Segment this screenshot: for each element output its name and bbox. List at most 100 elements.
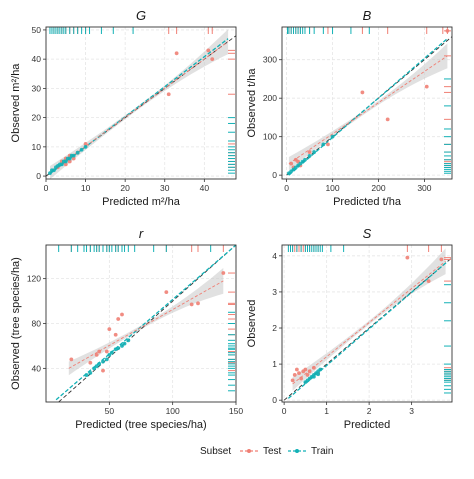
x-tick-label: 30 [160, 183, 170, 193]
train-point [109, 350, 114, 355]
gridlines [282, 27, 452, 179]
rugs [287, 245, 451, 394]
test-point [311, 365, 316, 370]
train-fit-line [288, 38, 448, 176]
test-point [94, 353, 99, 357]
test-point [83, 142, 88, 146]
train-point [92, 366, 97, 371]
test-point [101, 368, 105, 373]
panel-S: 0 1 2 3 0 1 2 3 4 S Predicted Observed [246, 226, 453, 431]
test-point [63, 162, 68, 167]
train-point [71, 153, 76, 158]
y-axis-label: Observed m²/ha [10, 63, 22, 143]
y-tick-label: 0 [36, 171, 41, 181]
plot-area [286, 28, 452, 176]
test-point [206, 48, 211, 53]
train-point [75, 150, 80, 155]
test-point [71, 156, 76, 161]
train-point [48, 171, 52, 176]
plot-area [46, 29, 236, 179]
panel-title: G [136, 8, 146, 23]
panel-frame [281, 244, 453, 403]
train-point [67, 156, 72, 161]
test-point [405, 255, 410, 260]
x-tick-label: 50 [105, 406, 115, 416]
identity-line [286, 36, 452, 176]
train-point [120, 344, 124, 348]
test-point [210, 57, 215, 62]
test-point [104, 349, 109, 354]
test-fit-line [49, 41, 229, 173]
test-point [439, 257, 444, 262]
train-point [79, 147, 84, 152]
legend-title: Subset [200, 446, 231, 457]
test-point [166, 92, 171, 97]
y-tick-label: 30 [32, 83, 42, 93]
y-axis-label: Observed t/ha [246, 68, 258, 138]
confidence-ribbon [50, 29, 229, 179]
legend-key-test-dot [247, 449, 251, 453]
train-point [84, 373, 89, 377]
panel-frame [45, 26, 237, 180]
train-point [316, 372, 321, 377]
confidence-ribbon [292, 248, 446, 391]
train-fit-line [55, 245, 236, 401]
panel-frame [281, 26, 453, 180]
test-point [424, 84, 429, 89]
panel-B: 0 100 200 300 0 100 200 300 B Predicted t/ha Obser… [246, 8, 453, 208]
panel-title: B [363, 8, 372, 23]
y-tick-label: 20 [32, 113, 42, 123]
y-axis-label: Observed [246, 300, 258, 348]
panel-G: 0 10 20 30 40 0 10 20 30 40 50 G Predicted m²/ha Obse… [10, 8, 237, 208]
x-tick-label: 200 [371, 183, 385, 193]
train-point [307, 154, 312, 158]
train-point [312, 150, 317, 154]
train-point [107, 353, 112, 357]
x-tick-label: 100 [166, 406, 180, 416]
rugs [287, 27, 451, 174]
test-point [88, 360, 93, 365]
test-fit-line [288, 55, 448, 164]
legend-label-test: Test [263, 446, 282, 457]
confidence-ribbon [288, 43, 448, 171]
test-point [326, 142, 330, 147]
x-tick-label: 20 [120, 183, 130, 193]
test-point [294, 367, 299, 372]
train-point [122, 341, 127, 346]
train-fit-line [287, 260, 449, 399]
train-point [83, 144, 88, 149]
test-point [307, 369, 312, 374]
test-fit-line [292, 260, 446, 385]
test-point [297, 371, 301, 376]
x-axis-label: Predicted t/ha [333, 196, 402, 208]
test-point [69, 357, 74, 362]
x-tick-label: 3 [409, 406, 414, 416]
test-point [385, 117, 390, 122]
x-tick-label: 0 [44, 183, 49, 193]
panel-title: S [363, 226, 372, 241]
rugs [49, 27, 235, 174]
y-tick-label: 0 [272, 395, 277, 405]
x-tick-label: 100 [325, 183, 339, 193]
test-point [292, 373, 297, 377]
y-tick-label: 50 [32, 25, 42, 35]
test-point [360, 90, 365, 95]
y-tick-label: 4 [272, 251, 277, 261]
train-point [330, 134, 335, 139]
train-point [303, 157, 307, 162]
x-tick-label: 1 [324, 406, 329, 416]
y-tick-label: 40 [32, 54, 42, 64]
y-axis-label: Observed (tree species/ha) [10, 257, 22, 390]
train-point [88, 370, 93, 375]
y-tick-label: 300 [263, 55, 277, 65]
plot-area [55, 245, 236, 402]
x-tick-label: 0 [284, 183, 289, 193]
y-tick-label: 200 [263, 93, 277, 103]
x-tick-label: 2 [367, 406, 372, 416]
train-point [94, 364, 99, 369]
test-fit-line [68, 280, 224, 369]
test-point [307, 150, 312, 154]
train-point [97, 361, 102, 366]
